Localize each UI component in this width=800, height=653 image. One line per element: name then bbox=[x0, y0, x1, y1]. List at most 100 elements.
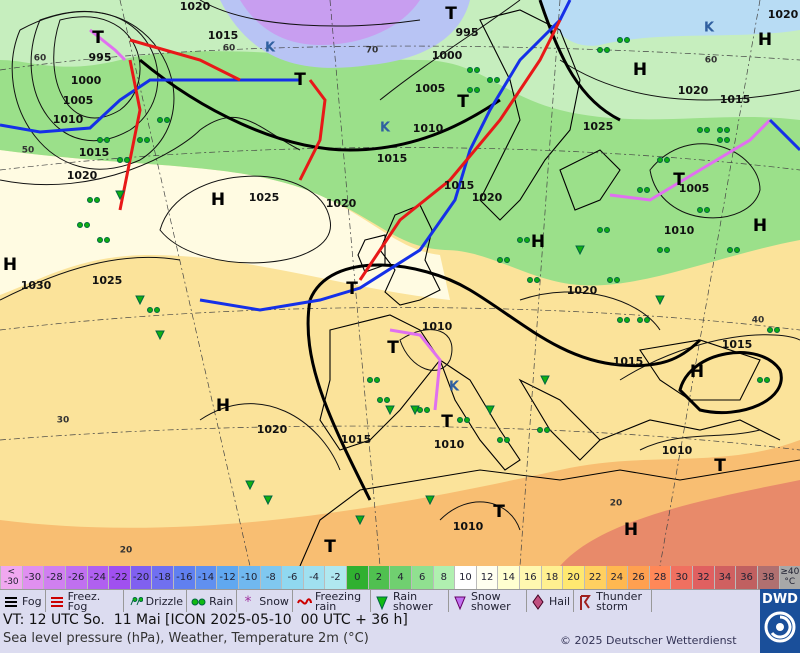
legend-label: Snow bbox=[259, 594, 289, 608]
pressure-center: T bbox=[714, 456, 726, 476]
rain-dot bbox=[487, 77, 493, 83]
rain-dot bbox=[617, 37, 623, 43]
legend-icon: * bbox=[245, 594, 252, 610]
rain-dot bbox=[164, 117, 170, 123]
footer: VT: 12 UTC So. 11 Mai [ICON 2025-05-10 0… bbox=[0, 612, 760, 653]
scale-label: 24 bbox=[610, 572, 624, 583]
pressure-center: T bbox=[457, 92, 469, 112]
legend-item: Freez. Fog bbox=[46, 590, 124, 613]
pressure-center: H bbox=[211, 190, 225, 210]
very-cold-zone bbox=[240, 0, 420, 45]
rain-dot bbox=[94, 197, 100, 203]
pressure-center: T bbox=[673, 170, 685, 190]
rain-dot bbox=[527, 277, 533, 283]
scale-cell: 6 bbox=[410, 566, 433, 589]
shower-symbol bbox=[410, 405, 420, 416]
rain-dot bbox=[597, 47, 603, 53]
graticule-label: 30 bbox=[57, 416, 70, 426]
scale-label: -30 bbox=[3, 577, 19, 587]
scale-cell: 4 bbox=[389, 566, 411, 589]
scale-cell: 14 bbox=[497, 566, 519, 589]
isobar-label: 1020 bbox=[567, 284, 598, 297]
scale-cell: 18 bbox=[540, 566, 563, 589]
rain-dot bbox=[607, 277, 613, 283]
isobar-label: 1025 bbox=[92, 274, 123, 287]
cold-zone-east bbox=[540, 0, 800, 46]
dwd-logo: DWD bbox=[760, 589, 800, 653]
scale-cell: -12 bbox=[216, 566, 238, 589]
scale-label: 38 bbox=[761, 572, 775, 583]
scale-label: ≥40 bbox=[780, 567, 800, 577]
rain-dot bbox=[544, 427, 550, 433]
graticule-label: 50 bbox=[22, 146, 35, 156]
copyright: © 2025 Deutscher Wetterdienst bbox=[560, 634, 737, 647]
scale-label: 28 bbox=[653, 572, 667, 583]
rain-dot bbox=[704, 207, 710, 213]
isobar-label: 1015 bbox=[722, 338, 753, 351]
scale-cell: 12 bbox=[475, 566, 498, 589]
rain-dot bbox=[637, 317, 643, 323]
pressure-center: K bbox=[265, 41, 276, 56]
rain-dot bbox=[377, 397, 383, 403]
isobar-label: 1020 bbox=[678, 84, 709, 97]
isobar-label: 1015 bbox=[720, 93, 751, 106]
rain-dot bbox=[617, 317, 623, 323]
scale-cell: 26 bbox=[627, 566, 649, 589]
rain-dot bbox=[604, 227, 610, 233]
legend-label: Rain bbox=[209, 594, 234, 608]
isobar-label: 1015 bbox=[377, 152, 408, 165]
isobar-label: 1025 bbox=[583, 120, 614, 133]
legend-label: Fog bbox=[22, 594, 42, 608]
graticule-label: 60 bbox=[223, 44, 236, 54]
rain-dot bbox=[597, 227, 603, 233]
isobars bbox=[0, 0, 800, 531]
fronts bbox=[0, 0, 800, 411]
legend-item: Snow shower bbox=[449, 590, 527, 613]
isobar-label: 1015 bbox=[208, 29, 239, 42]
legend-icon bbox=[50, 596, 63, 607]
rain-dot bbox=[717, 127, 723, 133]
rain-dot bbox=[367, 377, 373, 383]
scale-label: 16 bbox=[523, 572, 537, 583]
pressure-center: T bbox=[441, 412, 453, 432]
scale-cell: -26 bbox=[64, 566, 87, 589]
pressure-center: K bbox=[449, 380, 460, 395]
rain-dot bbox=[614, 277, 620, 283]
scale-cell: -22 bbox=[108, 566, 130, 589]
isobar-label: 1010 bbox=[53, 113, 84, 126]
legend-label: Drizzle bbox=[145, 594, 184, 608]
scale-label: -2 bbox=[330, 572, 341, 583]
isobar-label: 1010 bbox=[422, 320, 453, 333]
rain-dot bbox=[467, 87, 473, 93]
scale-cell: 34 bbox=[713, 566, 736, 589]
scale-label: 12 bbox=[480, 572, 494, 583]
rain-dot bbox=[664, 157, 670, 163]
rain-dot bbox=[467, 67, 473, 73]
scale-cell: -24 bbox=[86, 566, 109, 589]
rain-dot bbox=[734, 247, 740, 253]
shower-symbol bbox=[385, 405, 395, 416]
pressure-center: T bbox=[445, 4, 457, 24]
graticule-label: 40 bbox=[752, 316, 765, 326]
scale-label: 18 bbox=[545, 572, 559, 583]
rain-dot bbox=[84, 222, 90, 228]
pressure-center: T bbox=[92, 28, 104, 48]
scale-label: 22 bbox=[588, 572, 602, 583]
shower-symbol bbox=[355, 515, 365, 526]
legend-item: Freezing rain bbox=[293, 590, 371, 613]
scale-label: -8 bbox=[265, 572, 276, 583]
rain-dot bbox=[497, 257, 503, 263]
pressure-center: H bbox=[216, 396, 230, 416]
scale-cell: 10 bbox=[454, 566, 476, 589]
pressure-center: H bbox=[758, 30, 772, 50]
isobar-label: 1010 bbox=[453, 520, 484, 533]
shower-symbol bbox=[135, 295, 145, 306]
legend-item: Drizzle bbox=[124, 590, 188, 613]
valid-time: VT: 12 UTC So. 11 Mai [ICON 2025-05-10 0… bbox=[3, 612, 408, 628]
pressure-center: T bbox=[493, 502, 505, 522]
legend-label: Snow shower bbox=[470, 589, 511, 613]
rain-dot bbox=[767, 327, 773, 333]
scale-label: 30 bbox=[675, 572, 689, 583]
rain-dot bbox=[644, 187, 650, 193]
scale-cell: 32 bbox=[692, 566, 714, 589]
